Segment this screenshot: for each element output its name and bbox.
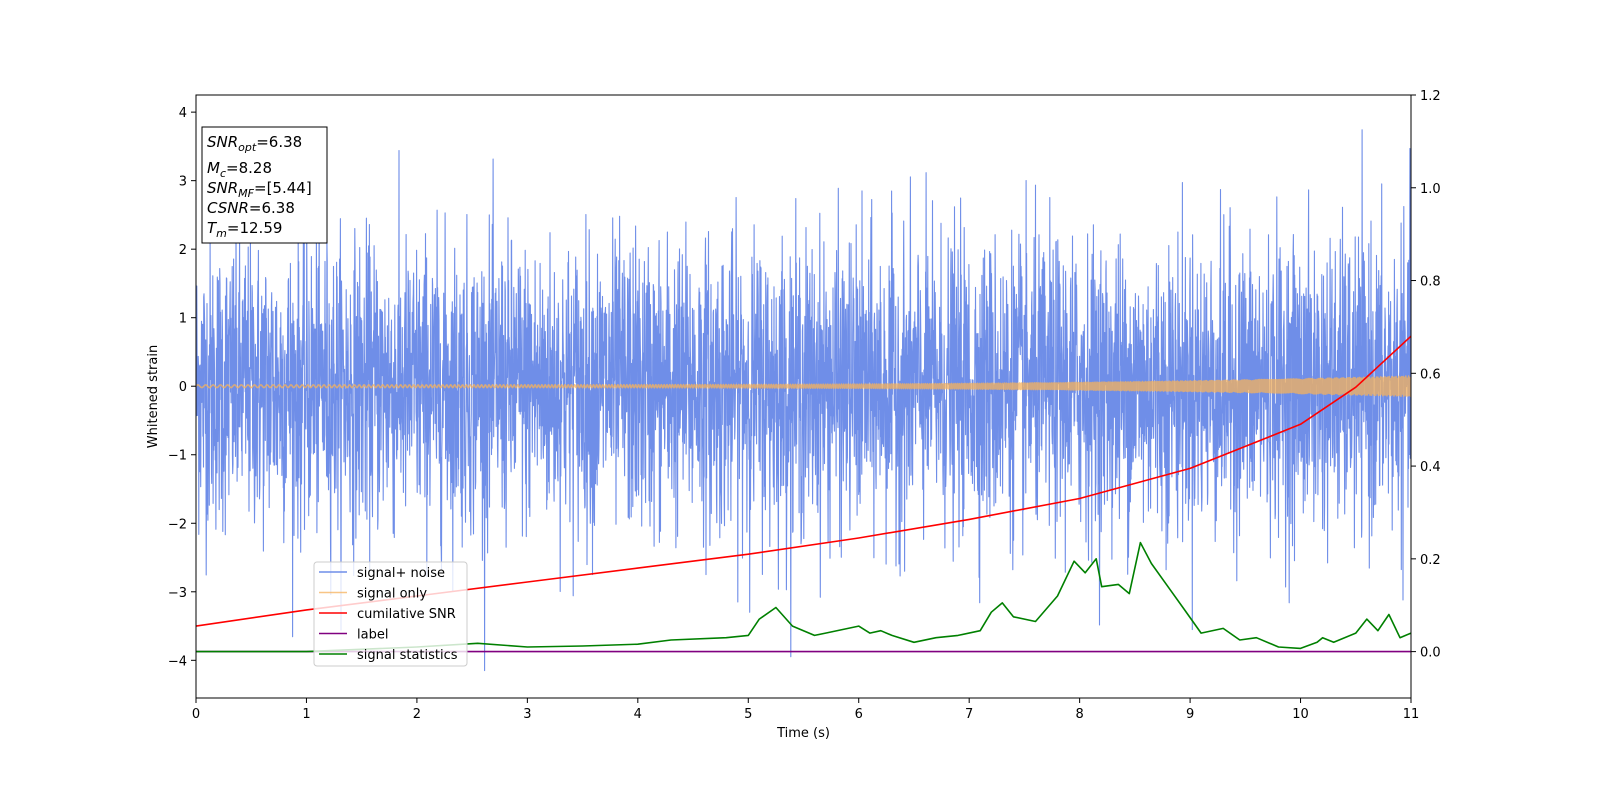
legend-label: label (357, 628, 388, 643)
info-csnr: CSNR=6.38 (207, 199, 295, 217)
info-snr-opt: SNRopt=6.38 (207, 133, 302, 154)
x-tick-label: 3 (523, 707, 531, 722)
legend-label: signal only (357, 587, 427, 602)
y2-tick-label: 0.8 (1420, 275, 1441, 290)
y-tick-label: 4 (179, 106, 187, 121)
y2-tick-label: 0.6 (1420, 367, 1441, 382)
x-axis: 0 1 2 3 4 5 6 7 8 9 10 11 (192, 698, 1419, 722)
legend-label: cumilative SNR (357, 607, 456, 622)
y2-tick-label: 0.0 (1420, 646, 1441, 661)
info-mc: Mc=8.28 (207, 159, 272, 180)
legend: signal+ noise signal only cumilative SNR la… (313, 561, 468, 667)
y2-tick-label: 0.2 (1420, 553, 1441, 568)
x-tick-label: 8 (1075, 707, 1083, 722)
x-tick-label: 9 (1186, 707, 1194, 722)
y-tick-label: −3 (168, 586, 187, 601)
y-tick-label: 2 (179, 243, 187, 258)
y2-tick-label: 0.4 (1420, 460, 1441, 475)
axes-frame (195, 94, 1412, 699)
y-axis-left: −4 −3 −2 −1 0 1 2 3 4 (168, 106, 196, 669)
y-tick-label: −4 (168, 654, 187, 669)
legend-frame (313, 561, 468, 667)
x-tick-label: 2 (413, 707, 421, 722)
info-box-frame (201, 126, 328, 244)
y2-tick-label: 1.2 (1420, 89, 1441, 104)
series-line-4 (196, 541, 1411, 653)
y-tick-label: −2 (168, 517, 187, 532)
x-tick-label: 5 (744, 707, 752, 722)
x-tick-label: 1 (302, 707, 310, 722)
legend-label: signal+ noise (357, 566, 445, 581)
x-tick-label: 6 (855, 707, 863, 722)
x-tick-label: 4 (634, 707, 642, 722)
legend-label: signal statistics (357, 648, 458, 663)
x-axis-label: Time (s) (776, 726, 830, 741)
y-tick-label: 3 (179, 175, 187, 190)
y-axis-right: 0.0 0.2 0.4 0.6 0.8 1.0 1.2 (1411, 89, 1441, 661)
info-snr-mf: SNRMF=[5.44] (207, 179, 312, 200)
x-tick-label: 7 (965, 707, 973, 722)
y2-tick-label: 1.0 (1420, 182, 1441, 197)
y-tick-label: 1 (179, 312, 187, 327)
y-tick-label: 0 (179, 380, 187, 395)
info-box: SNRopt=6.38 Mc=8.28 SNRMF=[5.44] CSNR=6.… (201, 126, 328, 244)
series-line-1 (196, 375, 1411, 398)
y-axis-label: Whitened strain (146, 345, 161, 448)
x-tick-label: 11 (1403, 707, 1420, 722)
x-tick-label: 10 (1292, 707, 1309, 722)
info-tm: Tm=12.59 (207, 219, 282, 240)
x-tick-label: 0 (192, 707, 200, 722)
y-tick-label: −1 (168, 449, 187, 464)
